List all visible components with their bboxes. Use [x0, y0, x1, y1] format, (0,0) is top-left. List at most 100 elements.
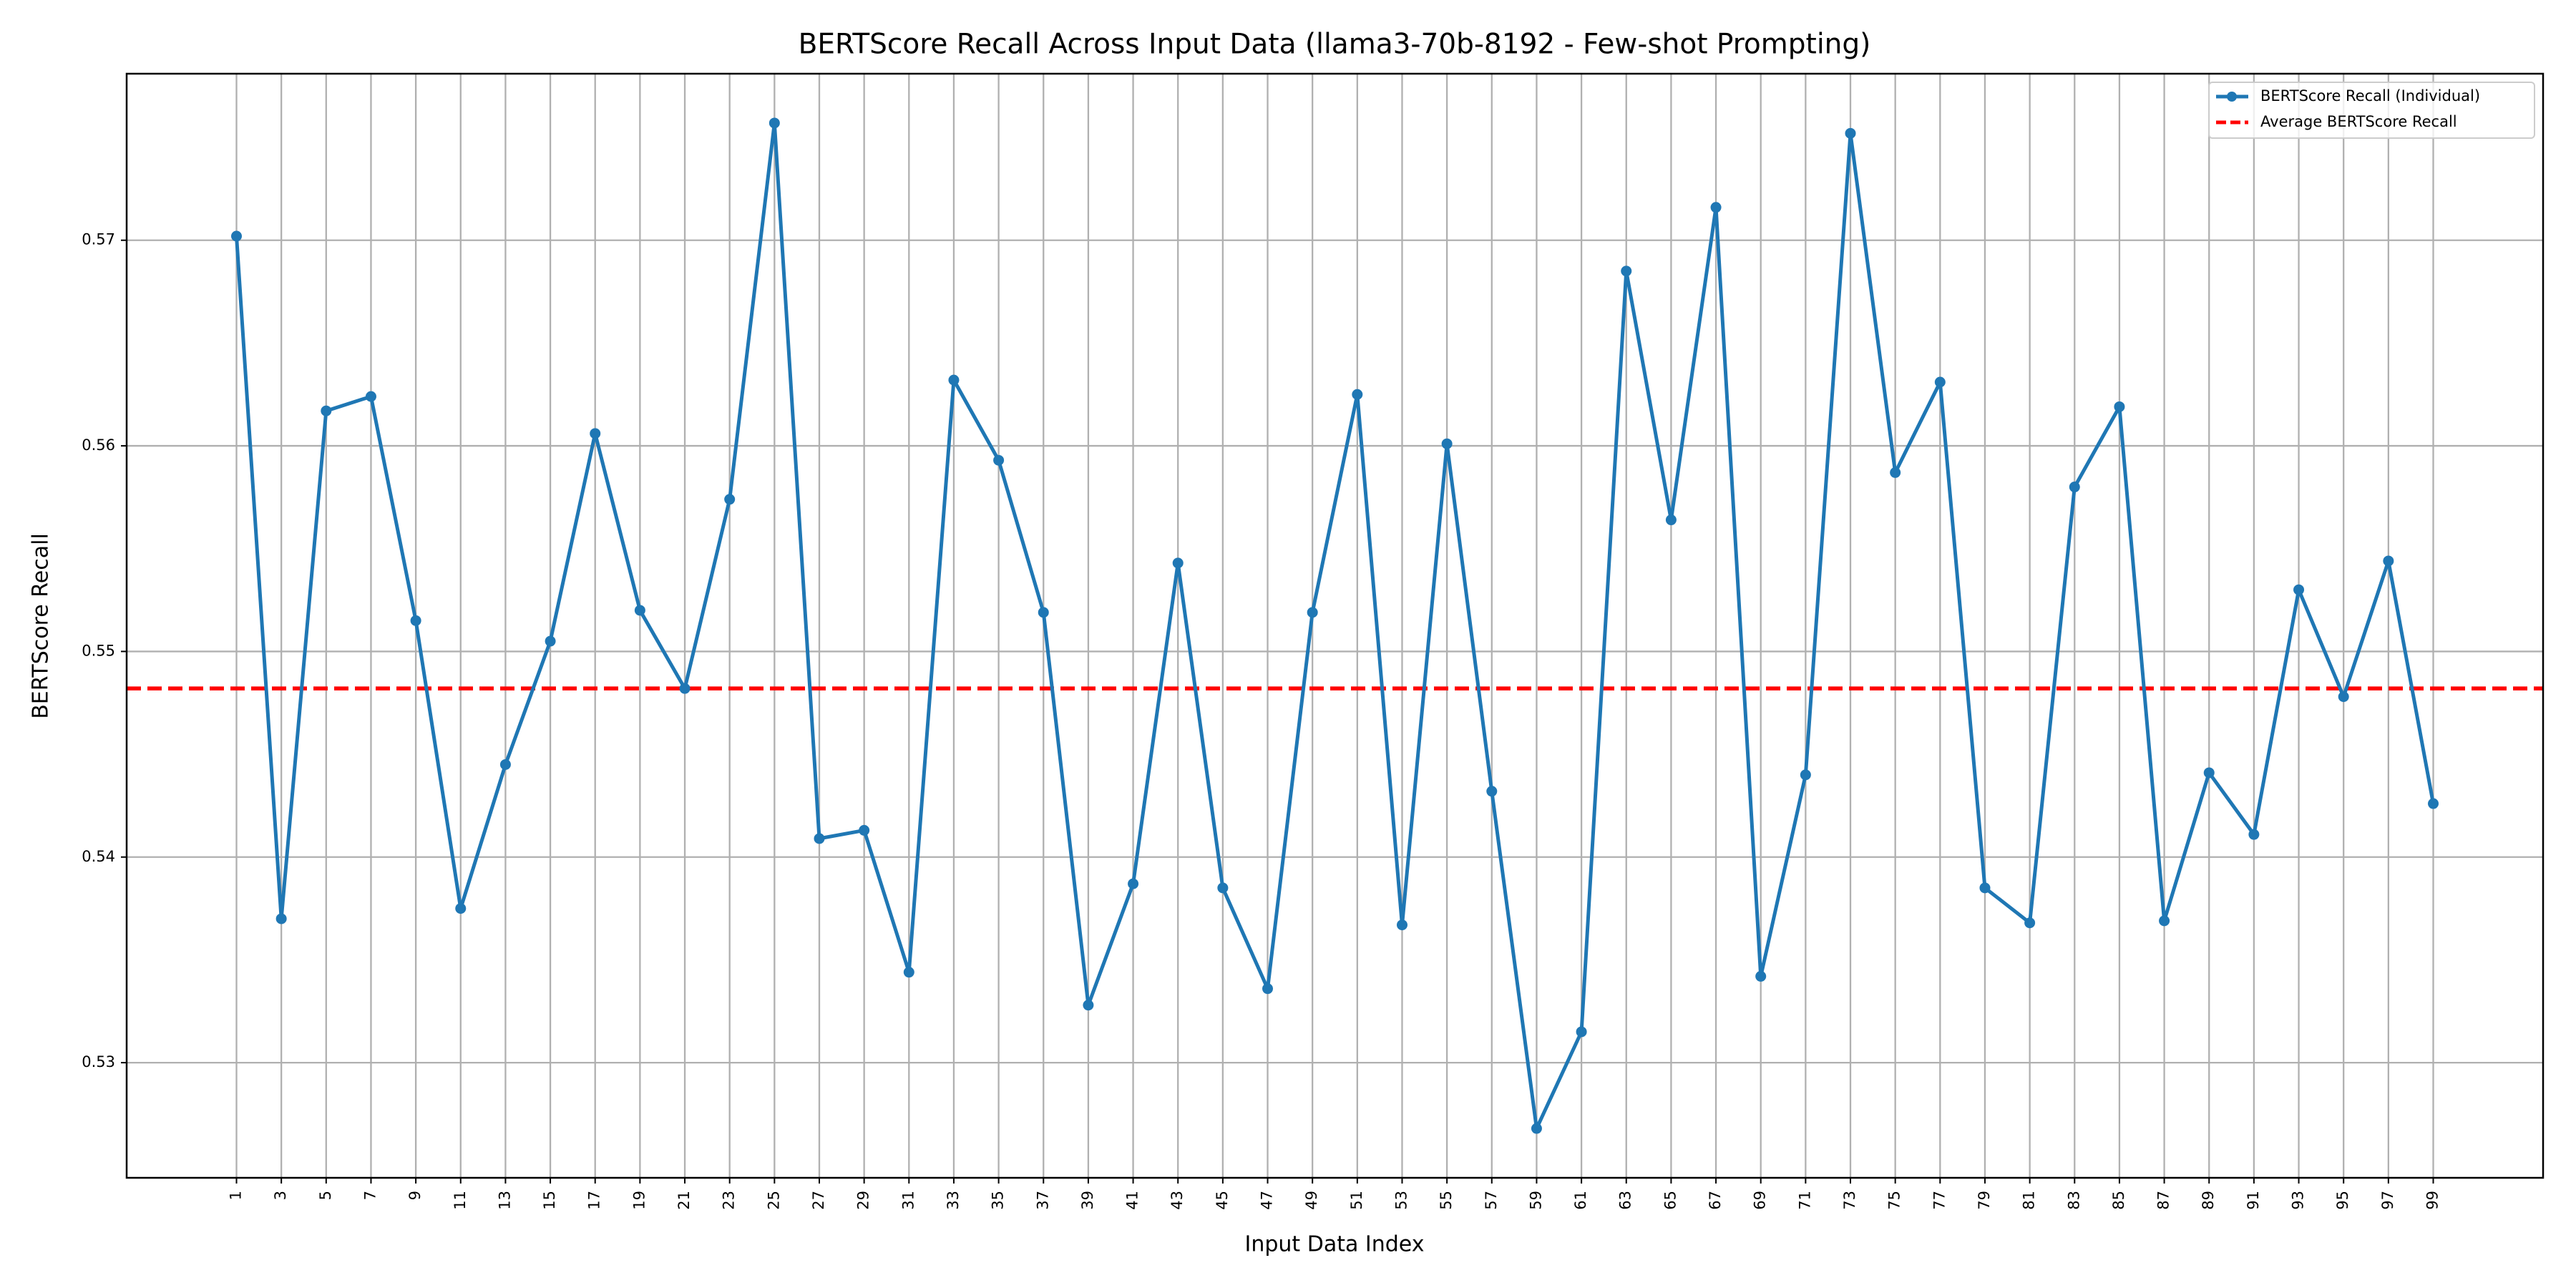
data-point	[724, 494, 736, 505]
x-tick-label: 75	[1886, 1191, 1903, 1210]
data-point	[231, 230, 242, 242]
data-point	[1083, 1000, 1094, 1011]
y-axis-label: BERTScore Recall	[29, 533, 54, 719]
data-point	[2024, 917, 2036, 929]
x-tick-label: 89	[2200, 1191, 2217, 1210]
data-point	[2069, 482, 2080, 493]
x-axis-label: Input Data Index	[1245, 1232, 1425, 1257]
x-tick-label: 39	[1079, 1191, 1096, 1210]
x-tick-label: 21	[675, 1191, 693, 1210]
data-point	[1979, 882, 1991, 894]
data-point	[1710, 202, 1722, 213]
data-point	[365, 391, 376, 402]
data-point	[2159, 915, 2170, 927]
data-point	[455, 903, 467, 914]
x-tick-label: 13	[496, 1191, 513, 1210]
x-tick-label: 87	[2155, 1191, 2172, 1210]
x-tick-label: 37	[1034, 1191, 1051, 1210]
data-point	[2428, 798, 2439, 809]
x-tick-label: 71	[1796, 1191, 1813, 1210]
data-point	[1038, 607, 1049, 618]
data-point	[321, 405, 332, 416]
x-tick-label: 1	[228, 1191, 245, 1200]
x-tick-label: 41	[1124, 1191, 1141, 1210]
legend-label: Average BERTScore Recall	[2260, 113, 2457, 130]
data-point	[814, 833, 825, 844]
x-tick-label: 53	[1392, 1191, 1410, 1210]
plot-frame	[125, 72, 2545, 1179]
x-tick-label: 97	[2379, 1191, 2396, 1210]
chart-title: BERTScore Recall Across Input Data (llam…	[799, 29, 1871, 61]
x-tick-label: 51	[1348, 1191, 1365, 1210]
data-point	[1576, 1026, 1587, 1038]
y-tick-label: 0.54	[82, 848, 115, 865]
data-point	[1531, 1123, 1542, 1134]
data-point	[993, 454, 1005, 466]
x-tick-label: 95	[2334, 1191, 2351, 1210]
x-tick-label: 91	[2245, 1191, 2262, 1210]
data-point	[2383, 555, 2394, 567]
data-point	[410, 615, 421, 626]
data-point	[2114, 401, 2125, 412]
data-point	[590, 428, 601, 439]
data-point	[634, 605, 645, 616]
data-point	[903, 967, 914, 978]
x-tick-label: 81	[2021, 1191, 2038, 1210]
data-point	[948, 374, 960, 386]
data-point	[1621, 265, 1632, 277]
x-tick-label: 29	[855, 1191, 872, 1210]
x-tick-label: 49	[1303, 1191, 1320, 1210]
data-point	[1307, 607, 1318, 618]
x-tick-label: 57	[1483, 1191, 1500, 1210]
x-tick-label: 83	[2065, 1191, 2082, 1210]
x-tick-label: 5	[317, 1191, 334, 1200]
x-tick-label: 15	[541, 1191, 558, 1210]
x-tick-label: 47	[1259, 1191, 1276, 1210]
x-tick-label: 99	[2424, 1191, 2441, 1210]
y-tick-label: 0.57	[82, 231, 115, 248]
series-line	[235, 121, 2435, 1131]
x-tick-label: 65	[1662, 1191, 1679, 1210]
x-tick-label: 19	[630, 1191, 648, 1210]
x-tick-label: 3	[272, 1191, 289, 1200]
data-point	[2338, 691, 2349, 703]
data-point	[499, 758, 511, 770]
data-point	[1172, 557, 1184, 569]
data-point	[1890, 467, 1901, 478]
x-tick-label: 59	[1527, 1191, 1544, 1210]
legend-box	[2208, 82, 2535, 139]
x-tick-label: 33	[945, 1191, 962, 1210]
x-tick-label: 27	[810, 1191, 827, 1210]
x-tick-label: 11	[452, 1191, 469, 1210]
x-tick-label: 93	[2290, 1191, 2307, 1210]
x-tick-label: 9	[406, 1191, 424, 1200]
x-tick-label: 35	[990, 1191, 1007, 1210]
x-tick-label: 79	[1976, 1191, 1993, 1210]
data-point	[2203, 767, 2215, 779]
x-tick-label: 25	[765, 1191, 782, 1210]
data-point	[679, 683, 691, 694]
x-tick-label: 85	[2110, 1191, 2127, 1210]
data-point	[1755, 970, 1767, 982]
x-tick-label: 23	[721, 1191, 738, 1210]
legend-marker	[2227, 92, 2237, 102]
data-point	[275, 913, 287, 924]
data-point	[1845, 127, 1856, 139]
data-point	[1128, 878, 1139, 889]
data-point	[769, 117, 780, 129]
legend: BERTScore Recall (Individual) Average BER…	[2208, 82, 2535, 139]
data-point	[1352, 389, 1363, 400]
data-point	[1486, 786, 1498, 797]
x-tick-label: 73	[1841, 1191, 1858, 1210]
y-tick-label: 0.53	[82, 1053, 115, 1070]
x-tick-label: 45	[1214, 1191, 1231, 1210]
x-tick-label: 77	[1931, 1191, 1948, 1210]
data-point	[2248, 829, 2260, 840]
x-tick-label: 55	[1438, 1191, 1455, 1210]
x-tick-label: 63	[1617, 1191, 1634, 1210]
data-point	[1217, 882, 1229, 894]
data-point	[859, 824, 870, 836]
